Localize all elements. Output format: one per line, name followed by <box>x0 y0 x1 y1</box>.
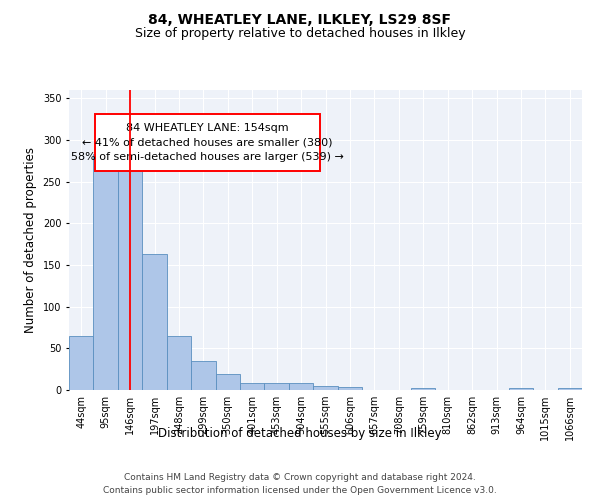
Bar <box>215 374 240 390</box>
Bar <box>69 336 94 390</box>
Bar <box>509 388 533 390</box>
Bar <box>240 384 265 390</box>
Text: Size of property relative to detached houses in Ilkley: Size of property relative to detached ho… <box>134 28 466 40</box>
Text: 84 WHEATLEY LANE: 154sqm
← 41% of detached houses are smaller (380)
58% of semi-: 84 WHEATLEY LANE: 154sqm ← 41% of detach… <box>71 122 344 162</box>
Text: Contains HM Land Registry data © Crown copyright and database right 2024.: Contains HM Land Registry data © Crown c… <box>124 472 476 482</box>
Bar <box>142 254 167 390</box>
Bar <box>411 388 436 390</box>
Bar <box>313 386 338 390</box>
Bar <box>94 154 118 390</box>
FancyBboxPatch shape <box>95 114 320 171</box>
Bar <box>191 361 215 390</box>
Bar <box>118 165 142 390</box>
Bar <box>557 388 582 390</box>
Text: 84, WHEATLEY LANE, ILKLEY, LS29 8SF: 84, WHEATLEY LANE, ILKLEY, LS29 8SF <box>149 12 452 26</box>
Bar <box>167 336 191 390</box>
Y-axis label: Number of detached properties: Number of detached properties <box>24 147 37 333</box>
Bar <box>289 384 313 390</box>
Bar <box>338 386 362 390</box>
Bar <box>265 382 289 390</box>
Text: Distribution of detached houses by size in Ilkley: Distribution of detached houses by size … <box>158 428 442 440</box>
Text: Contains public sector information licensed under the Open Government Licence v3: Contains public sector information licen… <box>103 486 497 495</box>
